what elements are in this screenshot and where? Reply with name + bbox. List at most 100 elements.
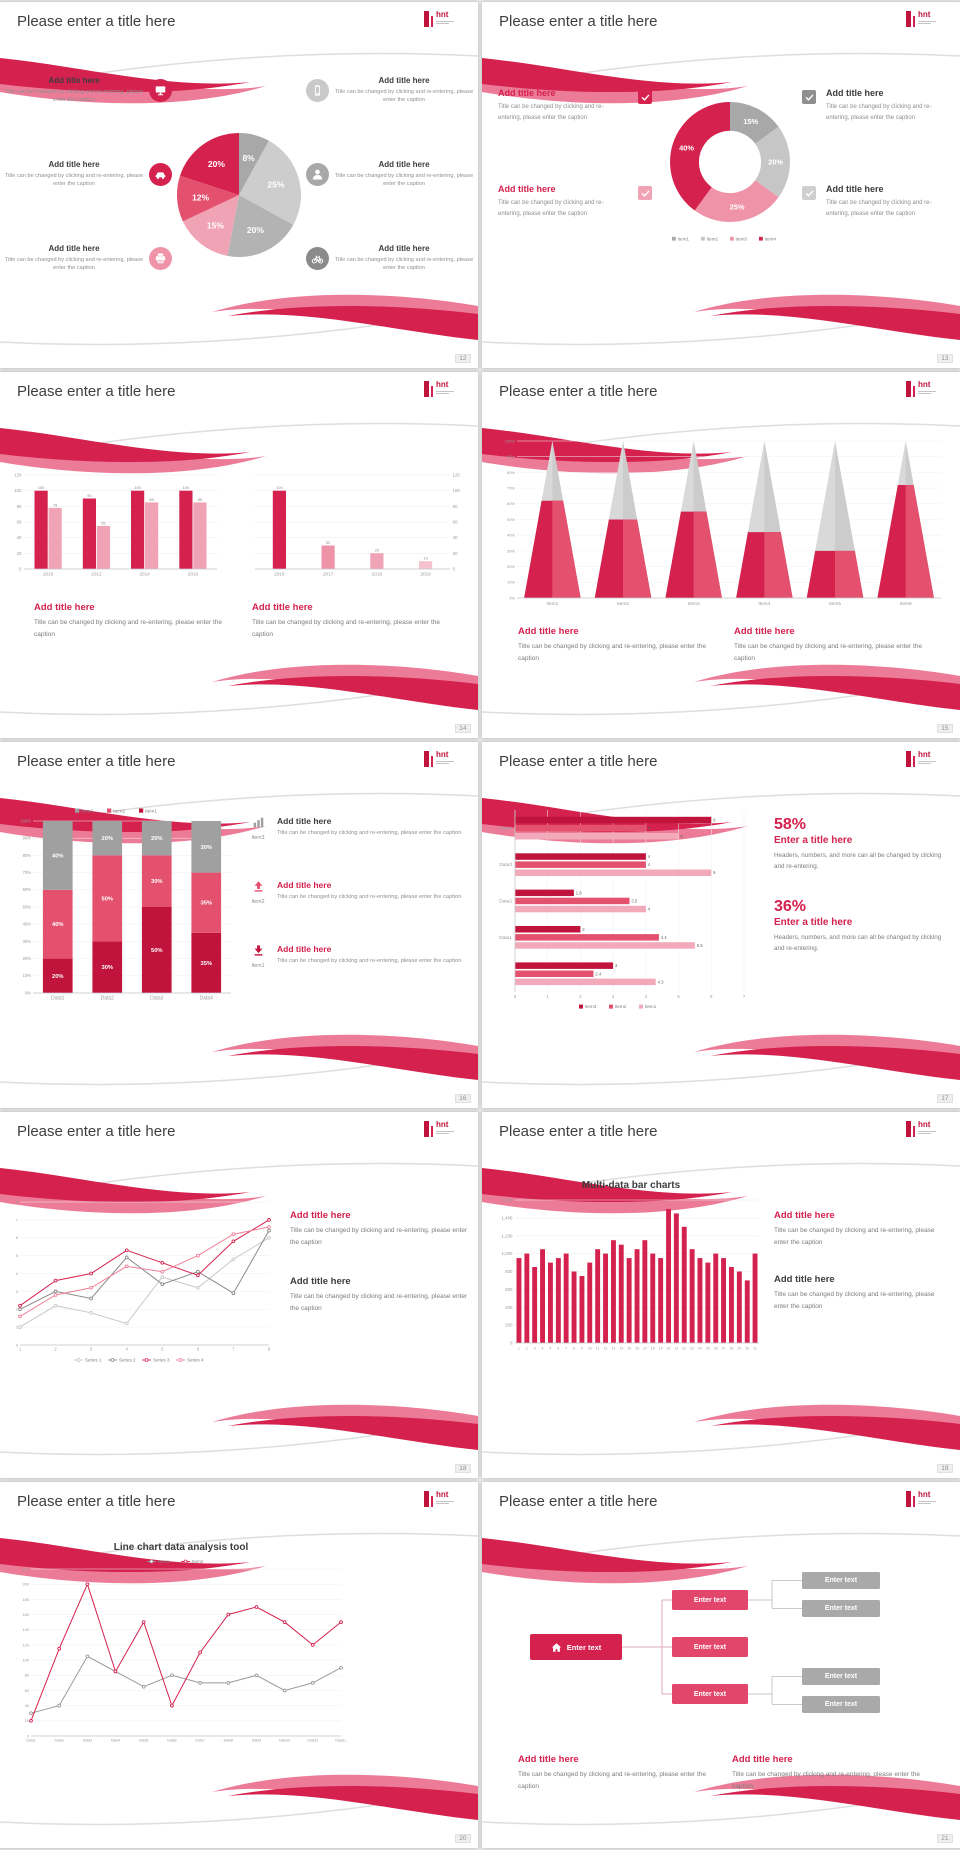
svg-text:Series 3: Series 3: [153, 1358, 170, 1363]
callout-caption: Title can be changed by clicking and re-…: [334, 172, 474, 188]
icon-label: Item3: [251, 835, 265, 841]
arrow-down-icon: Item1: [246, 944, 270, 969]
logo-tagline-line: [436, 763, 449, 765]
svg-text:2: 2: [54, 1347, 57, 1352]
svg-text:60%: 60%: [507, 501, 515, 506]
slide-title: Please enter a title here: [499, 13, 658, 30]
block-caption: Title can be changed by clicking and re-…: [290, 1227, 468, 1247]
block-title: Add title here: [774, 1274, 835, 1285]
svg-text:29: 29: [737, 1347, 741, 1351]
svg-text:160: 160: [23, 1612, 30, 1617]
svg-text:5: 5: [677, 994, 680, 999]
slide-21[interactable]: Please enter a title here hnt Enter text…: [482, 1482, 960, 1848]
svg-text:5.5: 5.5: [697, 943, 704, 948]
logo-bar-icon: [430, 1126, 433, 1137]
slide-13[interactable]: Please enter a title here hnt Add title …: [482, 2, 960, 368]
logo-tagline-line: [436, 1130, 454, 1132]
block-title: Add title here: [277, 944, 332, 954]
logo-bar-icon: [912, 1126, 915, 1137]
svg-text:7: 7: [16, 1217, 18, 1222]
block-title: Add title here: [518, 1754, 579, 1765]
home-icon: [551, 1642, 561, 1652]
svg-text:Data3: Data3: [499, 862, 512, 868]
logo-tagline-line: [918, 393, 931, 395]
slide-12[interactable]: Please enter a title here hnt Add title …: [0, 2, 478, 368]
svg-text:4: 4: [126, 1347, 129, 1352]
page-number: 12: [454, 354, 471, 363]
logo-tagline-line: [918, 390, 936, 392]
checkbox-checked-icon: [638, 90, 652, 104]
logo-tagline-line: [436, 1500, 454, 1502]
svg-text:Item3: Item3: [688, 601, 700, 607]
stat-block: 36% Enter a title here Headers, numbers,…: [774, 898, 952, 954]
logo-tagline-line: [918, 760, 936, 762]
svg-text:50%: 50%: [23, 904, 32, 909]
svg-text:Item5: Item5: [829, 601, 841, 607]
block-caption: Title can be changed by clicking and re-…: [732, 1771, 921, 1791]
text-block: Add title here Title can be changed by c…: [498, 88, 610, 123]
block-title: Add title here: [34, 602, 95, 613]
logo-tagline-line: [918, 20, 936, 22]
brand-logo: hnt: [905, 381, 936, 397]
svg-text:30%: 30%: [151, 879, 163, 885]
slide-14[interactable]: Please enter a title here hnt 0 20 40 60 80 1…: [0, 372, 478, 738]
logo-bar-icon: [905, 11, 911, 27]
svg-text:2: 2: [579, 994, 582, 999]
svg-text:11: 11: [596, 1347, 600, 1351]
svg-text:1,400: 1,400: [502, 1215, 514, 1220]
svg-text:Data2: Data2: [101, 996, 115, 1002]
logo-text: hnt: [436, 10, 449, 19]
slide-19[interactable]: Please enter a title here hnt Multi-data…: [482, 1112, 960, 1478]
svg-text:85: 85: [198, 497, 202, 502]
svg-text:10: 10: [588, 1347, 592, 1351]
monitor-icon: [149, 79, 172, 103]
svg-text:Item2: Item2: [707, 236, 719, 241]
logo-tagline-line: [918, 763, 931, 765]
svg-text:Data4: Data4: [200, 996, 214, 1002]
callout-caption: Title can be changed by clicking and re-…: [4, 172, 144, 188]
svg-text:20%: 20%: [507, 564, 515, 569]
svg-text:50%: 50%: [101, 896, 113, 902]
bar-chart-right: 0 20 40 60 80 100 120 100 2016 30 2017 20 2018 10 2019: [250, 466, 462, 580]
slide-15[interactable]: Please enter a title here hnt 0% 10% 20% 30…: [482, 372, 960, 738]
block-caption: Title can be changed by clicking and re-…: [774, 1227, 935, 1247]
svg-text:220: 220: [23, 1566, 30, 1571]
svg-text:18: 18: [651, 1347, 655, 1351]
slide-20[interactable]: Please enter a title here hnt Line chart…: [0, 1482, 478, 1848]
logo-bar-icon: [423, 11, 429, 27]
callout-title: Add title here: [378, 244, 430, 253]
svg-text:600: 600: [505, 1287, 513, 1292]
svg-text:12%: 12%: [192, 192, 209, 202]
logo-tagline-line: [918, 1500, 936, 1502]
logo-tagline-line: [918, 1133, 931, 1135]
slide-17[interactable]: Please enter a title here hnt 0 1 2 3 4 5 6 7 6 4…: [482, 742, 960, 1108]
block-title: Add title here: [732, 1754, 793, 1765]
svg-text:80: 80: [25, 1673, 30, 1678]
svg-text:90: 90: [87, 493, 92, 498]
svg-text:7: 7: [743, 994, 746, 999]
svg-text:0%: 0%: [25, 990, 31, 995]
svg-text:8: 8: [16, 1199, 18, 1204]
svg-text:20: 20: [17, 551, 22, 556]
block-title: Add title here: [290, 1276, 351, 1287]
svg-text:8: 8: [268, 1347, 271, 1352]
svg-text:5: 5: [16, 1253, 18, 1258]
svg-text:60: 60: [453, 520, 458, 525]
donut-chart: 15% 20% 25% 40% Item1 Item2 Item3 Item4: [668, 94, 792, 246]
callout-car: Add title here Title can be changed by cl…: [4, 160, 172, 189]
slide-title: Please enter a title here: [17, 753, 176, 770]
svg-text:2014: 2014: [139, 572, 150, 577]
logo-text: hnt: [918, 10, 931, 19]
page-number: 17: [936, 1094, 953, 1103]
logo-bar-icon: [423, 751, 429, 767]
logo-tagline-line: [436, 20, 454, 22]
svg-text:13: 13: [612, 1347, 616, 1351]
person-icon: [306, 163, 329, 187]
slide-16[interactable]: Please enter a title here hnt 0% 10% 20% 30…: [0, 742, 478, 1108]
svg-text:Data10: Data10: [279, 1739, 290, 1743]
logo-tagline-line: [918, 1503, 931, 1505]
svg-text:100: 100: [276, 485, 283, 490]
logo-text: hnt: [436, 1120, 449, 1129]
svg-text:Data9: Data9: [252, 1739, 261, 1743]
